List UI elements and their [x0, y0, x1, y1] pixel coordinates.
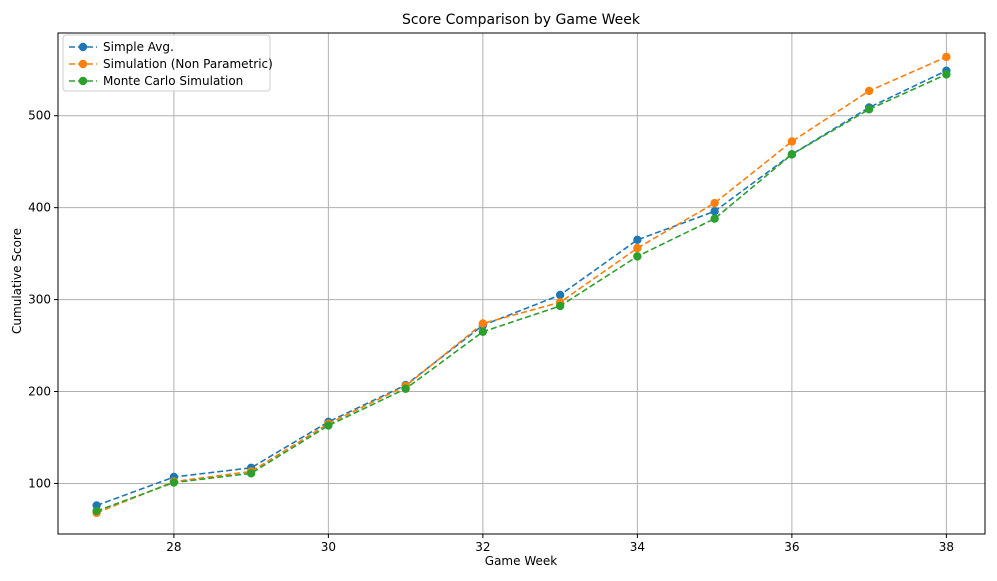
x-tick-label: 30: [321, 540, 336, 554]
data-point: [92, 506, 101, 516]
data-point: [633, 252, 642, 261]
y-tick-label: 300: [28, 293, 51, 307]
x-tick-label: 38: [939, 540, 954, 554]
plot-area-frame: [57, 32, 986, 535]
x-axis-title: Game Week: [485, 554, 557, 568]
legend-label: Simple Avg.: [103, 40, 174, 54]
data-point: [864, 86, 874, 96]
data-point: [787, 137, 797, 146]
legend-label: Monte Carlo Simulation: [103, 74, 243, 88]
legend: Simple Avg. Simulation (Non Parametric) Mo…: [62, 34, 273, 92]
y-tick-label: 500: [28, 109, 51, 123]
data-point: [555, 290, 565, 300]
axis-ticks: 28 30 32 34 36 38 100 200 300 400 500: [28, 109, 954, 554]
data-point: [710, 198, 719, 208]
y-tick-label: 100: [28, 476, 51, 490]
series-2: [92, 52, 951, 518]
legend-item: Simple Avg.: [69, 40, 174, 54]
legend-swatch-marker: [78, 42, 88, 52]
series-line: [96, 56, 947, 514]
data-point: [710, 207, 719, 216]
legend-label: Simulation (Non Parametric): [103, 57, 273, 71]
data-point: [324, 421, 333, 430]
x-tick-label: 32: [475, 540, 490, 554]
legend-box: [62, 34, 271, 92]
data-point: [478, 327, 488, 336]
y-axis-title: Cumulative Score: [10, 228, 24, 334]
data-point: [633, 235, 642, 245]
y-tick-label: 400: [28, 201, 51, 215]
data-point: [169, 478, 179, 487]
x-tick-label: 36: [784, 540, 799, 554]
data-point: [478, 319, 488, 328]
data-point: [555, 301, 565, 311]
data-point: [710, 214, 719, 223]
legend-swatch-marker: [78, 59, 88, 69]
legend-swatch-marker: [78, 76, 88, 86]
x-tick-label: 34: [630, 540, 645, 554]
data-point: [633, 243, 642, 253]
x-tick-label: 28: [166, 540, 181, 554]
data-point: [864, 105, 874, 114]
series-group: [92, 52, 951, 518]
series-line: [96, 73, 947, 512]
y-tick-label: 200: [28, 385, 51, 399]
series-line: [96, 69, 947, 507]
series-3: [92, 70, 951, 516]
data-point: [401, 384, 410, 393]
legend-item: Simulation (Non Parametric): [69, 57, 273, 71]
data-point: [942, 52, 951, 62]
chart-title: Score Comparison by Game Week: [402, 12, 641, 28]
data-point: [787, 150, 797, 159]
series-1: [92, 66, 951, 510]
data-point: [246, 469, 256, 478]
legend-item: Monte Carlo Simulation: [69, 74, 243, 88]
grid: [58, 33, 985, 534]
data-point: [942, 70, 951, 79]
